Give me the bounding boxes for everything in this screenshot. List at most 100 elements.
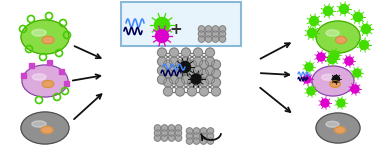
- Circle shape: [161, 125, 168, 131]
- Ellipse shape: [326, 121, 339, 127]
- Bar: [28, 62, 34, 67]
- Circle shape: [353, 69, 361, 77]
- Circle shape: [155, 17, 169, 32]
- Circle shape: [175, 78, 184, 87]
- Ellipse shape: [41, 126, 53, 134]
- Circle shape: [168, 135, 175, 141]
- Circle shape: [212, 26, 219, 32]
- Circle shape: [181, 66, 191, 75]
- Circle shape: [321, 99, 329, 107]
- Circle shape: [154, 135, 161, 141]
- Ellipse shape: [32, 121, 46, 127]
- Circle shape: [212, 69, 220, 78]
- Circle shape: [155, 30, 169, 43]
- Circle shape: [307, 29, 316, 37]
- Circle shape: [219, 26, 226, 32]
- Ellipse shape: [336, 36, 347, 44]
- Circle shape: [212, 31, 219, 37]
- Circle shape: [175, 60, 184, 69]
- Circle shape: [164, 69, 172, 78]
- Circle shape: [194, 66, 203, 75]
- Circle shape: [200, 133, 207, 139]
- Circle shape: [175, 69, 184, 78]
- Circle shape: [337, 99, 345, 107]
- Circle shape: [219, 31, 226, 37]
- Circle shape: [205, 36, 212, 42]
- Circle shape: [175, 125, 182, 131]
- Circle shape: [187, 60, 197, 69]
- Circle shape: [317, 53, 325, 61]
- Circle shape: [180, 61, 191, 73]
- Circle shape: [207, 138, 214, 144]
- Ellipse shape: [316, 21, 360, 53]
- Circle shape: [303, 75, 311, 83]
- Ellipse shape: [42, 80, 54, 88]
- Circle shape: [194, 75, 203, 84]
- Circle shape: [207, 128, 214, 134]
- Circle shape: [361, 24, 370, 34]
- Circle shape: [175, 87, 184, 96]
- Circle shape: [193, 138, 200, 144]
- Circle shape: [200, 60, 209, 69]
- Ellipse shape: [33, 74, 46, 80]
- Circle shape: [206, 75, 214, 84]
- Circle shape: [206, 48, 214, 57]
- Circle shape: [212, 36, 219, 42]
- Circle shape: [339, 5, 349, 14]
- Circle shape: [200, 128, 207, 134]
- Circle shape: [187, 87, 197, 96]
- Circle shape: [158, 57, 166, 66]
- Circle shape: [161, 135, 168, 141]
- Ellipse shape: [335, 127, 345, 133]
- Circle shape: [198, 26, 205, 32]
- Circle shape: [310, 16, 319, 25]
- Circle shape: [181, 48, 191, 57]
- Bar: [20, 73, 25, 77]
- Circle shape: [154, 130, 161, 136]
- Ellipse shape: [326, 30, 339, 36]
- Ellipse shape: [21, 20, 69, 54]
- Circle shape: [158, 75, 166, 84]
- Circle shape: [212, 78, 220, 87]
- Circle shape: [200, 138, 207, 144]
- Circle shape: [169, 57, 178, 66]
- Circle shape: [164, 60, 172, 69]
- Circle shape: [161, 130, 168, 136]
- Circle shape: [200, 78, 209, 87]
- Circle shape: [169, 75, 178, 84]
- Bar: [59, 68, 64, 74]
- Circle shape: [175, 130, 182, 136]
- Circle shape: [194, 57, 203, 66]
- Circle shape: [198, 31, 205, 37]
- Circle shape: [212, 60, 220, 69]
- Text: +: +: [170, 22, 182, 37]
- Ellipse shape: [316, 113, 360, 143]
- Ellipse shape: [330, 81, 340, 87]
- Circle shape: [186, 133, 193, 139]
- Circle shape: [345, 57, 353, 65]
- Circle shape: [324, 7, 333, 15]
- Circle shape: [205, 31, 212, 37]
- Circle shape: [181, 57, 191, 66]
- Circle shape: [191, 74, 201, 84]
- Circle shape: [169, 66, 178, 75]
- Circle shape: [351, 85, 359, 93]
- Bar: [46, 59, 51, 65]
- Circle shape: [168, 125, 175, 131]
- Bar: [64, 81, 68, 86]
- Ellipse shape: [32, 29, 46, 36]
- Circle shape: [353, 13, 363, 22]
- Circle shape: [181, 75, 191, 84]
- Circle shape: [198, 36, 205, 42]
- Circle shape: [307, 87, 315, 95]
- Ellipse shape: [42, 36, 54, 44]
- Circle shape: [359, 40, 369, 50]
- Circle shape: [206, 57, 214, 66]
- Circle shape: [207, 133, 214, 139]
- Circle shape: [169, 48, 178, 57]
- Ellipse shape: [21, 112, 69, 144]
- Circle shape: [164, 87, 172, 96]
- Ellipse shape: [22, 65, 68, 97]
- Circle shape: [193, 128, 200, 134]
- Circle shape: [305, 63, 313, 71]
